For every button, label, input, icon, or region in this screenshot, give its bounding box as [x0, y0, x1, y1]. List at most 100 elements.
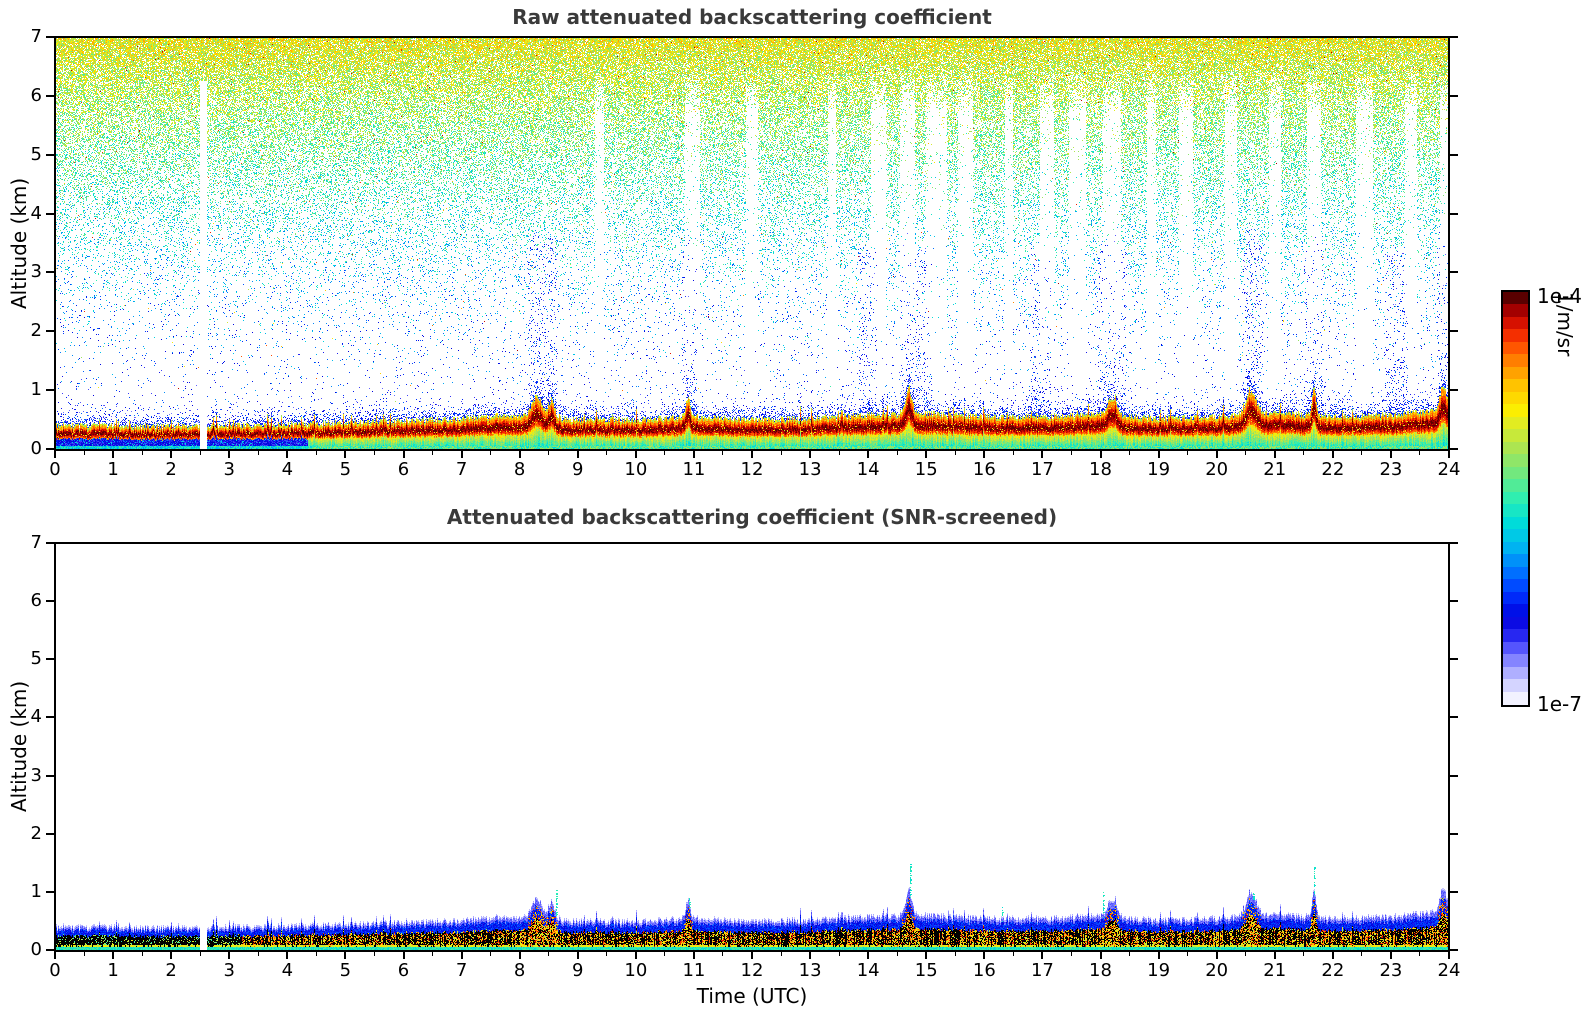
y-tick — [46, 94, 54, 97]
x-minor-tick — [896, 451, 898, 455]
y-tick — [46, 542, 54, 544]
x-minor-tick — [257, 451, 259, 455]
y-tick — [46, 36, 54, 38]
colorbar-gradient — [1503, 292, 1528, 705]
x-tick — [983, 451, 986, 458]
x-tick-label: 18 — [1089, 960, 1112, 981]
x-minor-tick — [199, 451, 201, 455]
x-tick — [1331, 451, 1334, 458]
x-minor-tick — [490, 952, 492, 956]
panel2-heatmap-canvas — [55, 543, 1449, 950]
x-minor-tick — [606, 952, 608, 956]
x-tick — [286, 952, 289, 959]
x-minor-tick — [83, 952, 85, 956]
x-tick-label: 15 — [914, 960, 938, 981]
x-tick-label: 11 — [682, 459, 706, 480]
x-tick-label: 7 — [455, 459, 468, 480]
colorbar-min-label: 1e-7 — [1537, 692, 1582, 716]
x-tick — [1448, 952, 1450, 959]
x-tick — [460, 952, 463, 959]
x-tick — [344, 451, 347, 458]
x-tick-label: 3 — [223, 960, 235, 981]
x-tick-label: 17 — [1030, 459, 1054, 480]
x-tick — [925, 952, 928, 959]
x-tick — [170, 952, 173, 959]
x-tick-label: 0 — [49, 960, 61, 981]
x-tick-label: 12 — [740, 960, 764, 981]
x-minor-tick — [1245, 952, 1247, 956]
x-minor-tick — [432, 952, 434, 956]
y-tick — [46, 774, 54, 777]
x-tick — [402, 952, 405, 959]
x-tick-label: 15 — [914, 459, 938, 480]
x-minor-tick — [315, 952, 317, 956]
x-tick — [983, 952, 986, 959]
x-tick — [286, 451, 289, 458]
x-tick-label: 2 — [165, 459, 177, 480]
x-tick-label: 5 — [339, 960, 352, 981]
y-tick — [46, 389, 54, 392]
x-tick — [809, 451, 812, 458]
x-tick-label: 1 — [107, 960, 119, 981]
panel1-heatmap-canvas — [55, 37, 1449, 449]
x-tick — [1331, 952, 1334, 959]
panel2-title: Attenuated backscattering coefficient (S… — [446, 505, 1058, 529]
x-minor-tick — [373, 451, 375, 455]
y-tick — [46, 448, 54, 450]
x-minor-tick — [373, 952, 375, 956]
panel1-title: Raw attenuated backscattering coefficien… — [512, 5, 992, 29]
x-tick — [460, 451, 463, 458]
x-tick — [1273, 451, 1276, 458]
x-minor-tick — [1129, 451, 1131, 455]
x-minor-tick — [954, 952, 956, 956]
x-tick-label: 23 — [1379, 459, 1403, 480]
x-tick-label: 13 — [798, 960, 822, 981]
x-tick — [344, 952, 347, 959]
x-minor-tick — [1361, 451, 1363, 455]
x-minor-tick — [1419, 451, 1421, 455]
y-tick — [46, 832, 54, 835]
x-tick-label: 4 — [281, 459, 294, 480]
y-tick-label: 2 — [30, 320, 42, 342]
x-tick — [228, 451, 231, 458]
x-minor-tick — [199, 952, 201, 956]
x-tick-label: 8 — [513, 459, 526, 480]
y-tick-right — [1450, 774, 1458, 777]
x-tick — [112, 952, 115, 959]
y-tick-label: 1 — [30, 379, 42, 401]
x-minor-tick — [1303, 952, 1305, 956]
y-tick — [46, 949, 54, 951]
y-tick-right — [1450, 153, 1458, 156]
x-tick-label: 2 — [165, 960, 177, 981]
y-tick — [46, 271, 54, 274]
y-tick — [46, 716, 54, 719]
x-tick-label: 0 — [49, 459, 61, 480]
y-tick-label: 0 — [30, 438, 42, 459]
x-tick — [1041, 952, 1044, 959]
y-tick-right — [1450, 94, 1458, 97]
x-tick-label: 3 — [223, 459, 235, 480]
x-minor-tick — [83, 451, 85, 455]
y-tick-right — [1450, 716, 1458, 719]
x-tick-label: 16 — [972, 459, 996, 480]
x-minor-tick — [315, 451, 317, 455]
x-minor-tick — [1361, 952, 1363, 956]
x-tick — [518, 451, 521, 458]
x-tick-label: 11 — [682, 960, 706, 981]
x-minor-tick — [780, 451, 782, 455]
x-minor-tick — [548, 451, 550, 455]
x-minor-tick — [490, 451, 492, 455]
y-tick-right — [1450, 271, 1458, 274]
x-minor-tick — [722, 952, 724, 956]
y-tick — [46, 890, 54, 893]
y-tick-label: 7 — [30, 532, 42, 553]
x-tick — [1041, 451, 1044, 458]
y-tick-right — [1450, 448, 1458, 450]
y-tick — [46, 600, 54, 603]
x-tick-label: 21 — [1263, 459, 1287, 480]
x-minor-tick — [1187, 451, 1189, 455]
colorbar-units-label: 1/m/sr — [1553, 292, 1577, 357]
x-tick-label: 10 — [624, 459, 648, 480]
x-tick-label: 4 — [281, 960, 294, 981]
x-tick-label: 24 — [1437, 960, 1461, 981]
